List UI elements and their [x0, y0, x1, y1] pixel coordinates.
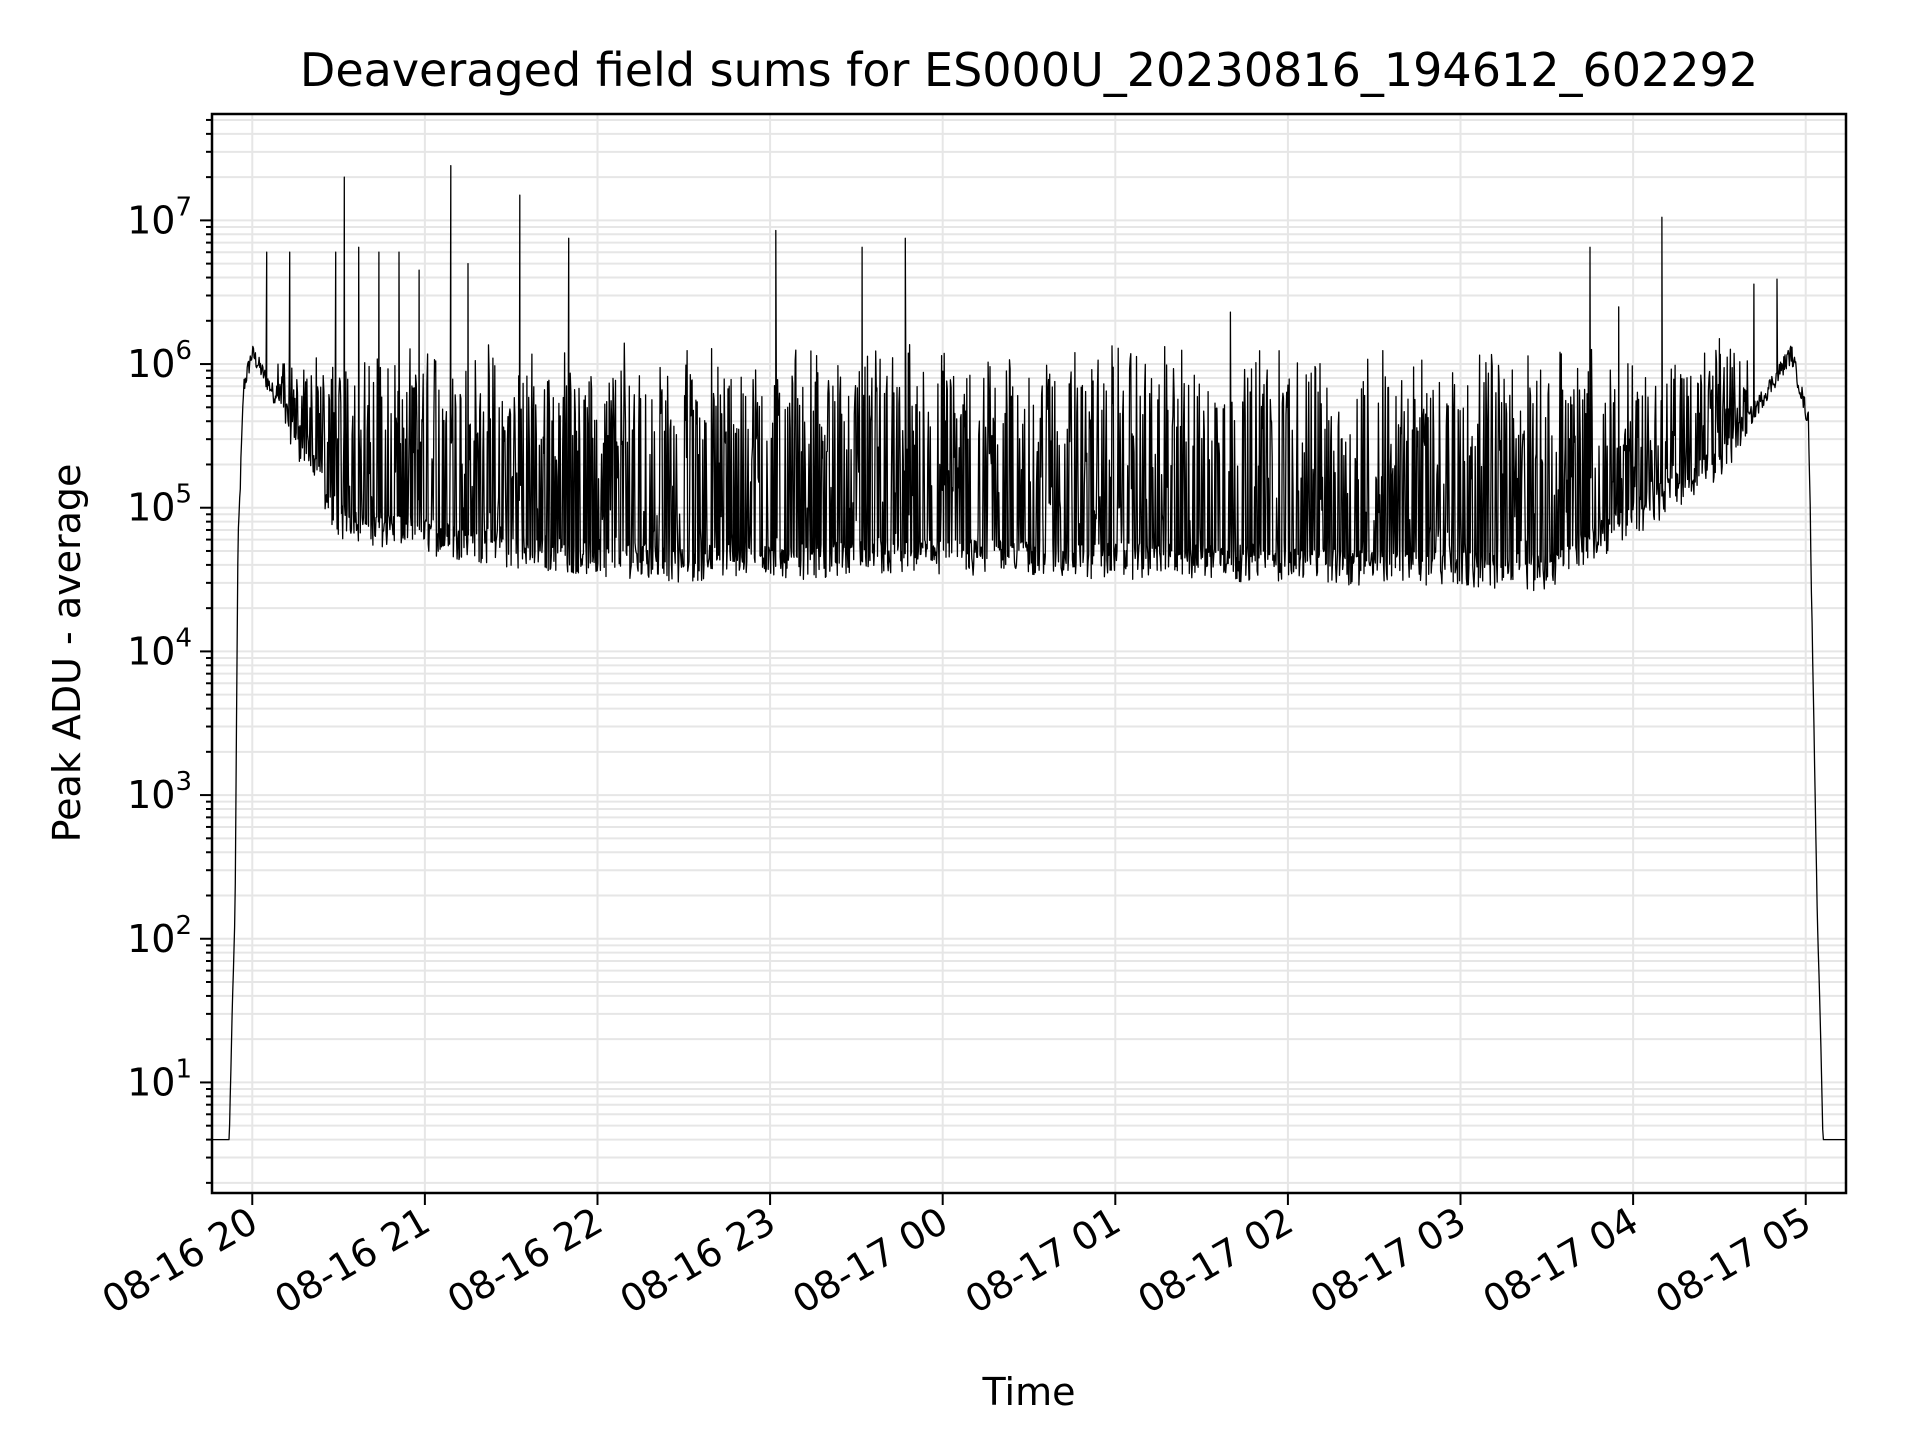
y-tick-label: 103 [127, 767, 192, 817]
x-tick-label: 08-17 05 [1648, 1199, 1818, 1323]
x-tick-label: 08-16 22 [440, 1199, 610, 1323]
x-axis-label: Time [982, 1370, 1076, 1414]
x-tick-label: 08-17 03 [1303, 1199, 1473, 1323]
series [211, 165, 1847, 1141]
x-tick-label: 08-17 01 [958, 1199, 1128, 1323]
y-tick-label: 101 [127, 1054, 192, 1104]
y-tick-label: 104 [127, 623, 192, 673]
x-axis: 08-16 20 08-16 21 08-16 22 08-16 23 08-17 00… [95, 1193, 1818, 1322]
x-tick-label: 08-17 04 [1476, 1199, 1646, 1323]
y-tick-label: 107 [127, 192, 192, 242]
y-axis-label: Peak ADU - average [45, 464, 89, 843]
x-tick-label: 08-16 21 [267, 1199, 437, 1323]
y-tick-label: 102 [127, 911, 192, 961]
chart-title: Deaveraged field sums for ES000U_2023081… [300, 43, 1758, 97]
y-axis: 101 102 103 104 105 106 107 [127, 118, 212, 1184]
grid [212, 114, 1846, 1193]
y-tick-label: 105 [127, 480, 192, 530]
plot-frame [210, 112, 1848, 1195]
x-tick-label: 08-17 02 [1130, 1199, 1300, 1323]
series-line [211, 165, 1847, 1141]
x-tick-label: 08-16 20 [95, 1199, 265, 1323]
x-tick-label: 08-17 00 [785, 1199, 955, 1323]
x-tick-label: 08-16 23 [613, 1199, 783, 1323]
y-tick-label: 106 [127, 336, 192, 386]
